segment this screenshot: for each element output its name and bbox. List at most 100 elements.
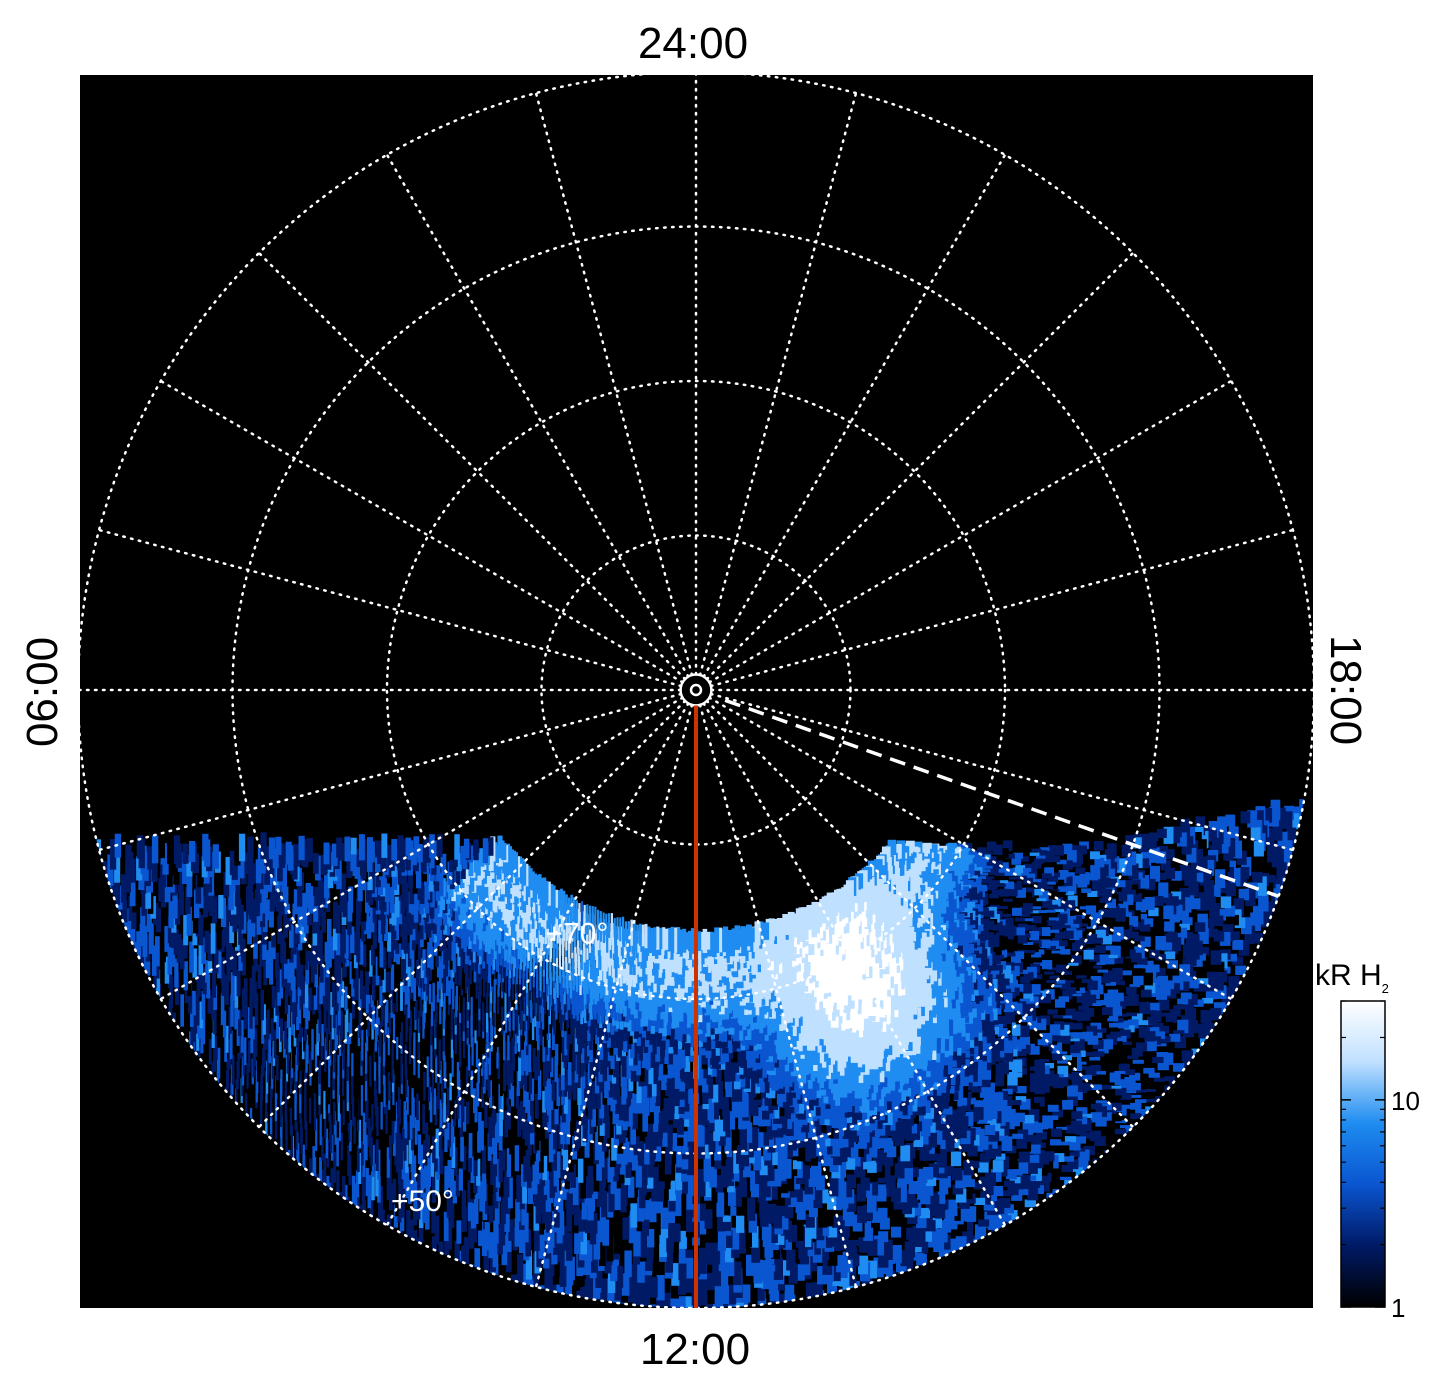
emission-pixel: [1159, 1035, 1171, 1043]
emission-pixel: [1214, 869, 1226, 888]
emission-pixel: [1016, 1086, 1027, 1094]
emission-pixel: [711, 1242, 721, 1265]
emission-pixel: [1232, 956, 1244, 965]
emission-pixel: [1164, 951, 1176, 960]
emission-pixel: [238, 853, 245, 879]
emission-pixel: [1203, 880, 1215, 897]
emission-pixel: [1083, 949, 1094, 960]
emission-pixel: [854, 1141, 864, 1157]
emission-pixel: [1031, 848, 1042, 852]
emission-pixel: [1100, 909, 1111, 918]
emission-pixel: [656, 1275, 665, 1301]
emission-pixel: [1083, 1008, 1095, 1017]
emission-pixel: [379, 941, 384, 968]
emission-pixel: [447, 1121, 451, 1148]
emission-pixel: [728, 1306, 738, 1308]
emission-pixel: [484, 1222, 490, 1251]
emission-pixel: [547, 1091, 551, 1116]
emission-pixel: [201, 1016, 206, 1045]
emission-pixel: [1176, 832, 1187, 847]
emission-pixel: [431, 1207, 436, 1234]
emission-pixel: [1069, 1044, 1081, 1054]
emission-pixel: [446, 1191, 452, 1218]
emission-pixel: [1135, 1109, 1147, 1114]
emission-pixel: [439, 1123, 443, 1152]
emission-pixel: [1051, 984, 1062, 988]
emission-pixel: [1015, 927, 1025, 936]
emission-pixel: [435, 1055, 438, 1083]
emission-pixel: [1054, 946, 1065, 950]
emission-pixel: [297, 881, 303, 907]
emission-pixel: [391, 1041, 394, 1066]
emission-pixel: [1203, 918, 1215, 930]
emission-pixel: [326, 963, 331, 992]
emission-pixel: [961, 1170, 972, 1184]
emission-pixel: [344, 986, 348, 1011]
emission-pixel: [484, 1100, 488, 1128]
emission-pixel: [1015, 1096, 1027, 1102]
emission-pixel: [405, 1166, 410, 1199]
emission-pixel: [1001, 1136, 1013, 1151]
emission-pixel: [1205, 990, 1217, 1000]
emission-pixel: [1125, 949, 1136, 959]
emission-pixel: [1198, 928, 1209, 944]
emission-pixel: [127, 908, 133, 941]
emission-pixel: [411, 1088, 414, 1119]
emission-pixel: [867, 1160, 877, 1173]
emission-pixel: [1117, 891, 1128, 902]
emission-pixel: [901, 1085, 911, 1097]
emission-pixel: [477, 1131, 481, 1153]
emission-pixel: [572, 1177, 579, 1205]
emission-pixel: [705, 1287, 715, 1304]
emission-pixel: [1100, 999, 1111, 1006]
emission-pixel: [974, 1197, 986, 1205]
emission-pixel: [925, 1094, 936, 1108]
emission-pixel: [470, 1156, 475, 1183]
emission-pixel: [928, 1192, 940, 1210]
emission-pixel: [992, 1160, 1004, 1173]
emission-pixel: [1197, 913, 1208, 929]
emission-pixel: [402, 1216, 408, 1243]
emission-pixel: [1016, 1050, 1027, 1057]
emission-pixel: [276, 1011, 280, 1039]
emission-pixel: [1145, 1010, 1156, 1014]
emission-pixel: [1156, 872, 1167, 881]
emission-pixel: [846, 1265, 857, 1286]
emission-pixel: [521, 1263, 529, 1293]
emission-pixel: [398, 1133, 402, 1158]
emission-pixel: [295, 1122, 298, 1150]
emission-pixel: [473, 1194, 479, 1224]
emission-pixel: [907, 1120, 917, 1134]
emission-pixel: [744, 1122, 753, 1143]
emission-pixel: [473, 1088, 476, 1113]
emission-pixel: [430, 1042, 433, 1072]
emission-pixel: [467, 1180, 472, 1203]
emission-pixel: [897, 1156, 908, 1168]
emission-pixel: [1099, 897, 1110, 903]
emission-pixel: [166, 858, 173, 887]
emission-pixel: [1157, 1058, 1169, 1071]
emission-pixel: [283, 941, 288, 964]
emission-pixel: [849, 1253, 860, 1267]
emission-pixel: [1066, 916, 1077, 920]
emission-pixel: [981, 1043, 992, 1050]
emission-pixel: [568, 1256, 575, 1281]
emission-pixel: [736, 1215, 745, 1233]
emission-pixel: [481, 1145, 486, 1174]
emission-pixel: [1180, 864, 1191, 881]
emission-pixel: [268, 1033, 271, 1064]
emission-pixel: [970, 1127, 981, 1135]
emission-pixel: [591, 1213, 598, 1234]
emission-pixel: [807, 1255, 818, 1272]
emission-pixel: [999, 1197, 1011, 1208]
emission-pixel: [1186, 993, 1198, 1005]
emission-pixel: [1229, 931, 1240, 940]
emission-pixel: [173, 929, 179, 955]
emission-pixel: [973, 1182, 985, 1190]
emission-pixel: [1192, 999, 1204, 1007]
emission-pixel: [1110, 1085, 1122, 1089]
emission-pixel: [981, 1048, 992, 1063]
emission-pixel: [822, 1229, 833, 1248]
emission-pixel: [766, 1162, 775, 1181]
emission-pixel: [940, 1220, 952, 1233]
